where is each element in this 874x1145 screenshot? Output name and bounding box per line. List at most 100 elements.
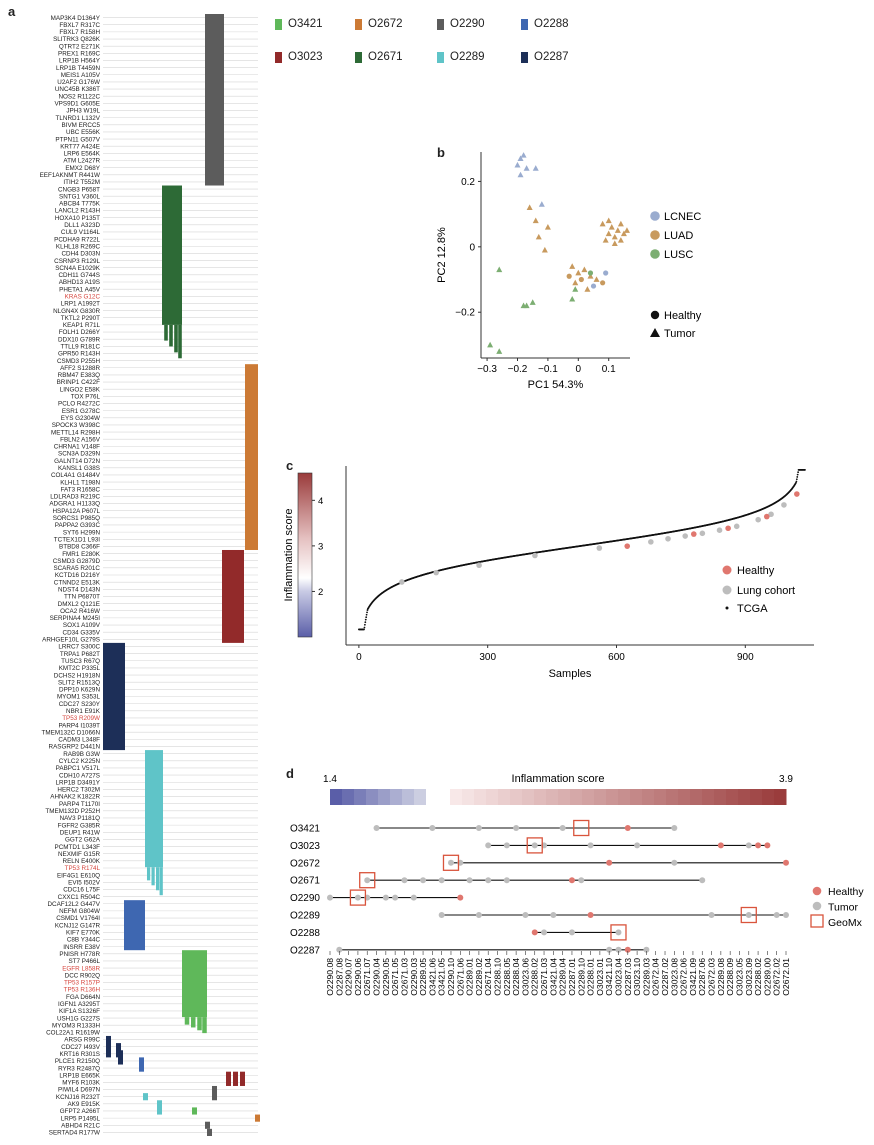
tcga-point (620, 539, 623, 541)
legend-label: Healthy (828, 886, 864, 898)
mutation-label: TP53 R174L (65, 865, 101, 872)
tcga-point (578, 545, 581, 548)
tcga-point (578, 545, 581, 548)
colorbar-cell (522, 789, 535, 805)
lung-cohort-point (755, 516, 761, 523)
tcga-point (487, 559, 490, 562)
tcga-point (629, 537, 632, 540)
tcga-point (493, 558, 496, 561)
colorbar-cell (750, 789, 763, 805)
tcga-point (383, 590, 386, 593)
tcga-point (729, 518, 732, 521)
mutation-label: EIF4G1 E610Q (57, 872, 100, 879)
tcga-point (499, 557, 502, 560)
legend-label: O2671 (368, 51, 403, 63)
tcga-point (713, 522, 716, 525)
tcga-point (380, 592, 383, 595)
mutation-label: LRP1B T4459N (56, 65, 100, 72)
tcga-point (388, 587, 390, 590)
tcga-point (470, 562, 472, 565)
tcga-point (613, 540, 616, 542)
x-tick-label: O2290.08 (325, 958, 335, 996)
mutation-label: CDC16 L75F (63, 887, 100, 894)
tcga-point (366, 611, 368, 614)
tcga-point (477, 561, 480, 564)
tcga-point (514, 554, 517, 557)
tcga-point (798, 468, 800, 471)
tcga-point (569, 546, 572, 549)
mutation-label: UNC45B K386T (55, 86, 100, 93)
pca-point (538, 201, 545, 207)
tcga-point (435, 570, 438, 573)
tcga-point (562, 547, 565, 550)
mutation-label: USH1G G227S (57, 1015, 100, 1022)
tcga-point (746, 513, 748, 516)
tcga-point (716, 521, 718, 524)
mutation-label: NEXMIF G15R (58, 851, 100, 858)
tcga-point (494, 558, 497, 561)
mutation-label: CDC27 S230Y (59, 701, 101, 708)
tcga-point (486, 559, 489, 562)
tcga-point (364, 618, 367, 621)
tcga-point (622, 538, 624, 541)
tcga-point (498, 557, 501, 560)
tcga-point (640, 536, 642, 538)
sample-legend-O2288: O2288 (521, 18, 569, 30)
tcga-point (595, 542, 598, 545)
legend-label: Tumor (828, 902, 858, 914)
tcga-point (417, 575, 420, 578)
tcga-point (521, 553, 524, 556)
tcga-point (451, 566, 454, 569)
mutation-label: PIWIL4 D697N (58, 1087, 100, 1094)
tcga-point (564, 547, 567, 550)
tcga-point (569, 546, 572, 549)
legend-swatch (437, 18, 444, 30)
tcga-point (376, 596, 378, 599)
tcga-point (564, 547, 566, 550)
tcga-point (557, 548, 560, 551)
tcga-point (761, 508, 764, 510)
tcga-point (721, 520, 724, 523)
x-tick-label: O2671.06 (455, 958, 465, 996)
tcga-point (782, 496, 784, 499)
tcga-point (768, 504, 771, 507)
tcga-point (588, 543, 591, 546)
tcga-point (560, 547, 563, 550)
tcga-point (557, 548, 560, 551)
tcga-point (593, 543, 596, 545)
tcga-point (519, 554, 522, 556)
mutation-label: LINGO2 E58K (60, 386, 101, 393)
row-label: O3023 (290, 841, 320, 852)
tcga-point (414, 576, 417, 579)
tumor-dot (336, 946, 343, 953)
tcga-point (751, 511, 754, 514)
tcga-point (630, 537, 632, 540)
tcga-point (508, 555, 511, 558)
lung-cohort-point (716, 527, 723, 534)
tcga-point (568, 546, 571, 549)
tcga-point (582, 544, 584, 547)
tcga-point (398, 582, 401, 585)
tcga-point (480, 560, 483, 563)
tcga-point (607, 541, 609, 543)
tcga-point (714, 522, 717, 525)
tcga-point (658, 533, 660, 535)
tcga-point (394, 584, 397, 586)
pca-point (566, 273, 572, 279)
tcga-point (430, 571, 433, 574)
tcga-point (553, 548, 556, 551)
tcga-point (427, 572, 429, 575)
x-tick-label: O3421.06 (427, 958, 437, 996)
tcga-point (368, 605, 371, 608)
tcga-point (696, 526, 699, 528)
tcga-point (407, 578, 410, 581)
legend-label: O2287 (534, 51, 569, 63)
tcga-point (366, 609, 369, 611)
tcga-point (685, 528, 687, 531)
pca-point (608, 224, 615, 230)
tcga-point (526, 553, 529, 555)
x-tick-label: O2288.05 (502, 958, 512, 996)
tumor-dot (401, 877, 408, 884)
tcga-point (388, 587, 391, 590)
tcga-point (571, 546, 574, 549)
